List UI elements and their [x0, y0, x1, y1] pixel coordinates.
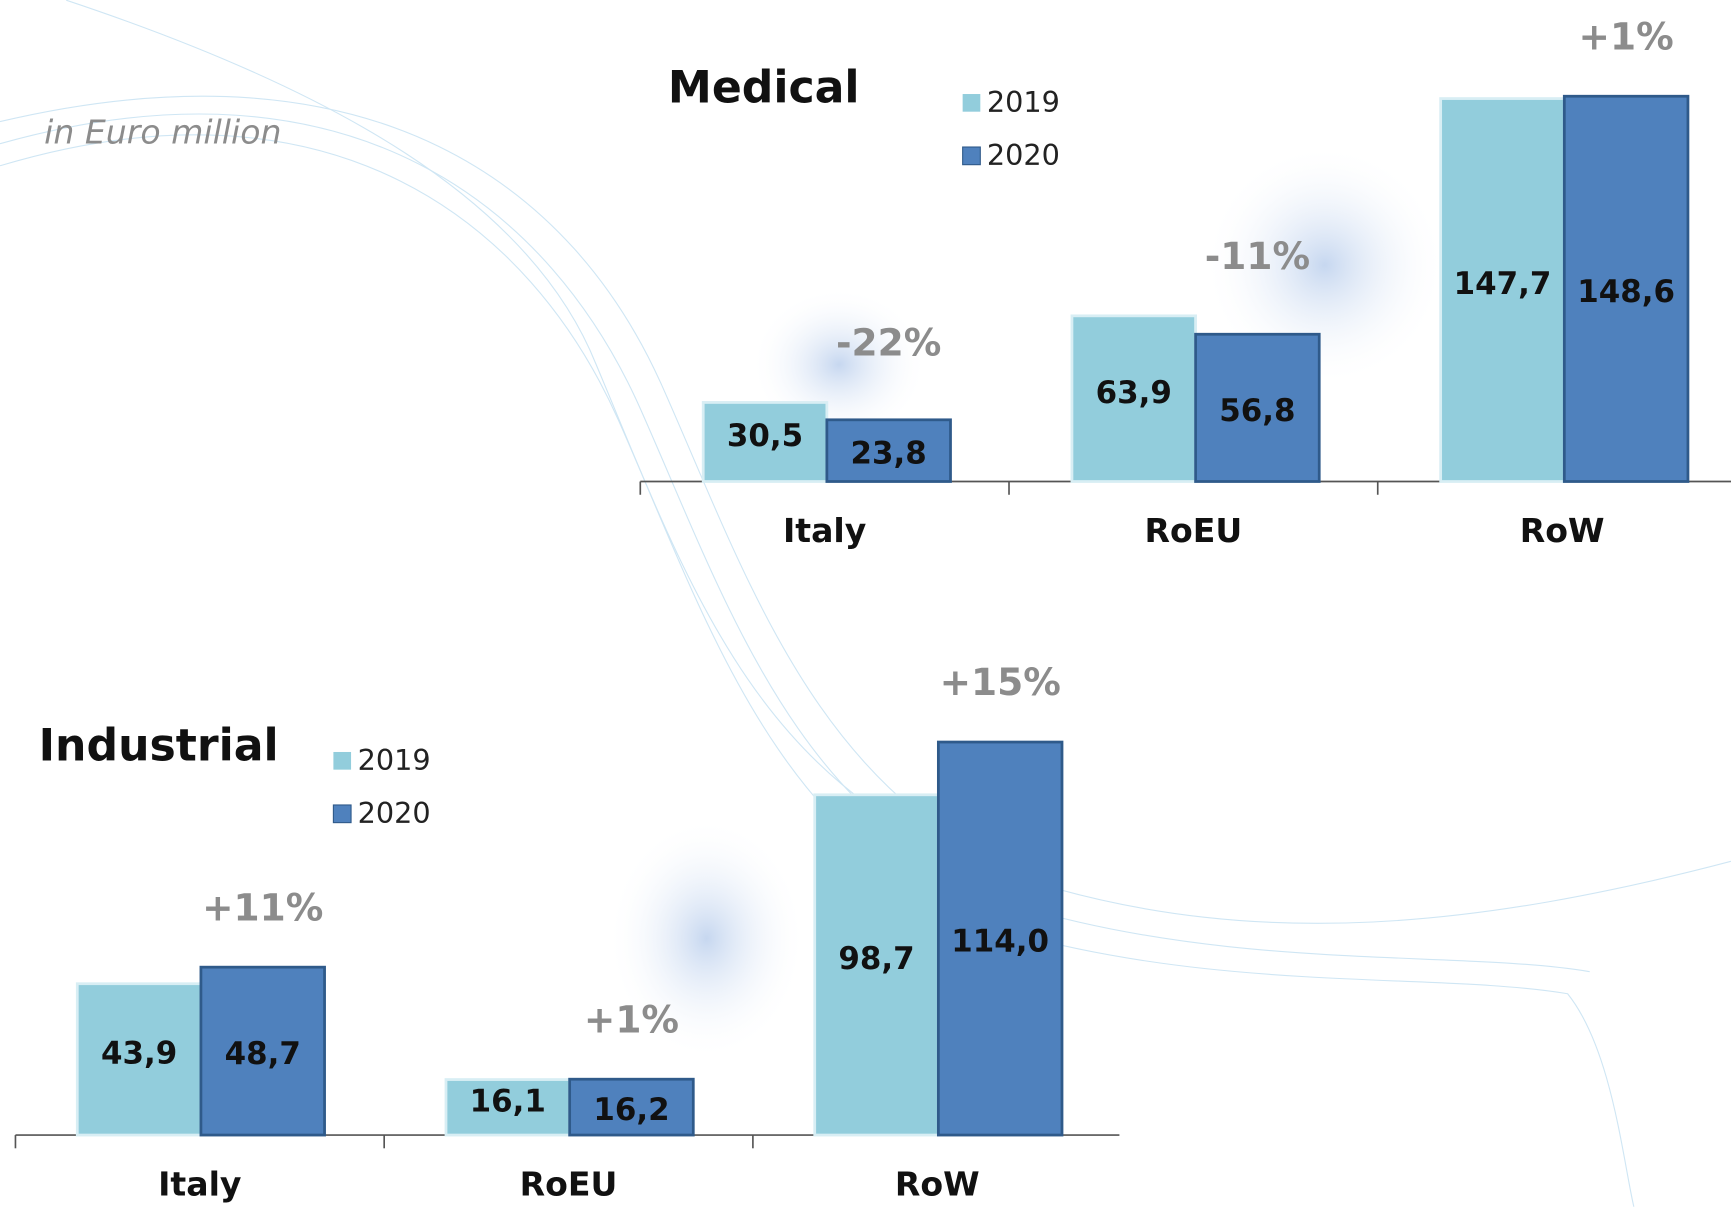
x-tick-label: RoEU: [1144, 511, 1242, 550]
value-label: 147,7: [1454, 266, 1552, 302]
change-label: -11%: [1205, 234, 1310, 278]
value-label: 30,5: [727, 418, 803, 454]
legend-swatch: [963, 147, 981, 165]
page: in Euro million Medical 2019 2020 Italy 30,5…: [0, 0, 1731, 1207]
change-label: +15%: [940, 660, 1061, 704]
value-label: 98,7: [838, 941, 914, 977]
value-label: 56,8: [1219, 393, 1295, 429]
value-label: 148,6: [1577, 274, 1675, 310]
value-label: 16,2: [593, 1092, 669, 1128]
x-tick-label: Italy: [158, 1164, 241, 1203]
change-label: +1%: [1579, 14, 1674, 58]
value-label: 114,0: [951, 923, 1049, 959]
value-label: 43,9: [101, 1035, 177, 1071]
value-label: 63,9: [1096, 375, 1172, 411]
legend-label: 2019: [358, 743, 431, 777]
chart: in Euro million Medical 2019 2020 Italy 30,5…: [0, 0, 1731, 1207]
x-tick-label: Italy: [783, 511, 866, 550]
legend-swatch: [333, 805, 351, 823]
value-label: 23,8: [851, 436, 927, 472]
x-tick-label: RoW: [1520, 511, 1605, 550]
legend-swatch: [963, 94, 981, 112]
legend-label: 2020: [358, 796, 431, 830]
chart-title: Industrial: [39, 721, 279, 772]
legend-label: 2020: [987, 138, 1060, 172]
value-label: 48,7: [225, 1036, 301, 1072]
legend-label: 2019: [987, 85, 1060, 119]
x-tick-label: RoEU: [520, 1164, 618, 1203]
subtitle: in Euro million: [44, 112, 281, 151]
change-label: +11%: [202, 885, 323, 929]
change-label: -22%: [836, 321, 941, 365]
change-label: +1%: [584, 997, 679, 1041]
x-tick-label: RoW: [895, 1164, 980, 1203]
value-label: 16,1: [470, 1083, 546, 1119]
chart-title: Medical: [668, 63, 860, 114]
legend-swatch: [333, 752, 351, 770]
